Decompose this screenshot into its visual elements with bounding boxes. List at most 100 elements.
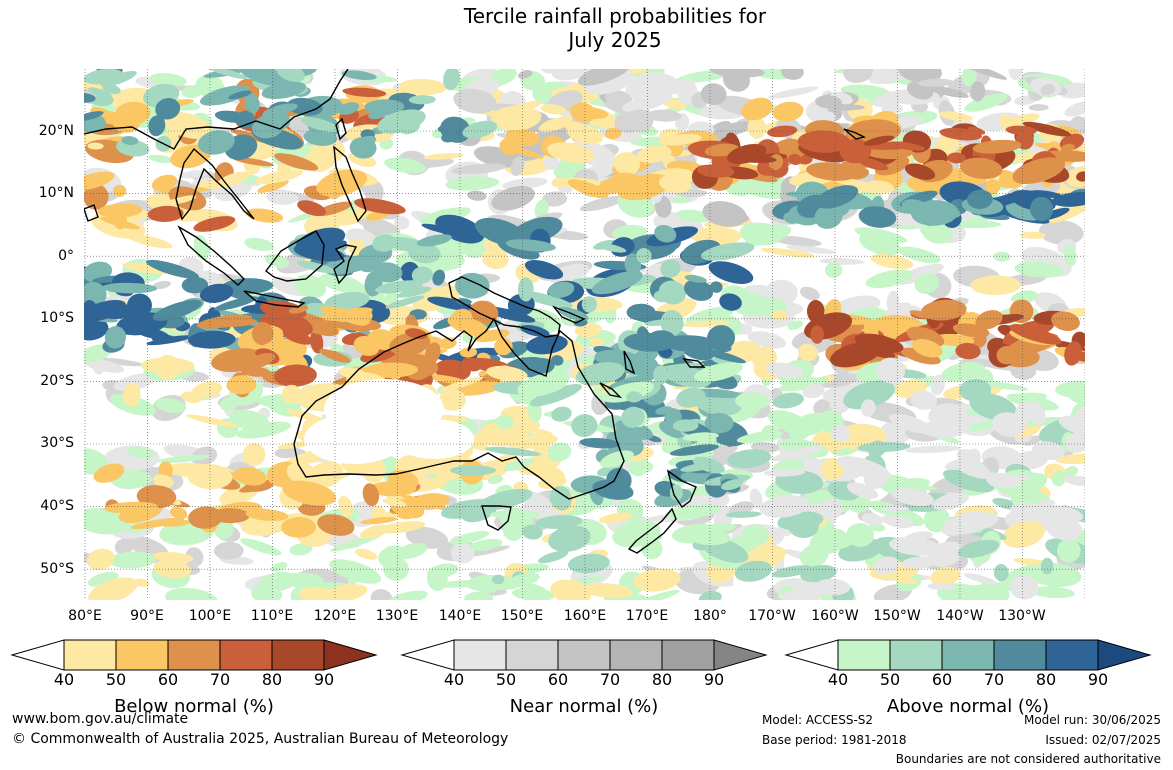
probability-patch — [86, 548, 115, 571]
probability-patch — [1041, 557, 1054, 575]
probability-patch — [821, 498, 843, 519]
probability-patch — [771, 310, 788, 321]
probability-patch — [567, 553, 610, 574]
probability-patch — [959, 69, 1008, 80]
probability-patch — [205, 69, 248, 80]
probability-patch — [130, 517, 184, 529]
cbar-above-tick-80: 80 — [1035, 670, 1057, 689]
probability-patch — [551, 355, 564, 366]
cbar-near-tick-60: 60 — [547, 670, 569, 689]
probability-patch — [606, 467, 632, 493]
probability-patch — [713, 121, 754, 137]
probability-patch — [540, 104, 567, 115]
probability-patch — [510, 156, 525, 176]
probability-patch — [538, 116, 573, 133]
probability-patch — [525, 334, 568, 355]
probability-patch — [240, 69, 291, 87]
probability-patch — [451, 163, 507, 175]
probability-patch — [187, 463, 233, 490]
probability-patch — [487, 475, 504, 485]
coastline-sumatra — [177, 225, 245, 286]
lon-label-120e: 120°E — [313, 608, 357, 624]
probability-patch — [354, 198, 406, 215]
probability-patch — [146, 259, 199, 279]
colorbar-segment — [557, 639, 611, 671]
probability-patch — [441, 132, 457, 143]
cbar-above-tick-90: 90 — [1087, 670, 1109, 689]
probability-patch — [797, 130, 850, 153]
probability-patch — [84, 327, 112, 336]
probability-patch — [799, 286, 820, 301]
probability-patch — [463, 545, 510, 557]
probability-patch — [1038, 219, 1084, 245]
probability-patch — [303, 129, 338, 146]
probability-patch — [216, 171, 249, 188]
probability-patch — [1022, 121, 1072, 137]
probability-patch — [443, 69, 460, 91]
probability-patch — [693, 362, 743, 382]
lon-label-170e: 170°E — [625, 608, 669, 624]
probability-patch — [416, 234, 453, 247]
probability-patch — [337, 102, 360, 115]
probability-patch — [151, 174, 178, 191]
probability-patch — [830, 424, 851, 443]
probability-patch — [244, 237, 274, 251]
probability-patch — [960, 157, 1003, 180]
probability-patch — [310, 330, 324, 354]
probability-patch — [549, 486, 572, 511]
probability-patch — [613, 152, 641, 176]
probability-patch — [1031, 441, 1065, 461]
probability-patch — [216, 318, 257, 327]
probability-patch — [377, 109, 426, 134]
probability-patch — [888, 413, 933, 434]
colorbar-extend-low — [10, 639, 65, 671]
probability-patch — [727, 144, 767, 165]
probability-patch — [213, 541, 244, 560]
probability-patch — [375, 280, 424, 294]
probability-patch — [372, 234, 397, 252]
probability-patch — [459, 347, 478, 358]
probability-patch — [87, 87, 113, 99]
probability-patch — [396, 286, 432, 298]
lat-label-50s: 50°S — [40, 561, 74, 577]
probability-patch — [301, 117, 340, 132]
probability-patch — [243, 352, 276, 370]
probability-patch — [898, 246, 941, 264]
probability-patch — [810, 325, 824, 344]
colorbar-segment — [1045, 639, 1099, 671]
lat-label-30s: 30°S — [40, 435, 74, 451]
copyright-text: © Commonwealth of Australia 2025, Austra… — [12, 731, 509, 747]
probability-patch — [170, 506, 188, 520]
lat-label-0: 0° — [58, 248, 74, 264]
probability-patch — [570, 102, 596, 123]
probability-patch — [397, 511, 415, 520]
probability-patch — [289, 543, 313, 556]
probability-patch — [861, 512, 884, 526]
probability-patch — [1040, 84, 1056, 96]
probability-patch — [324, 240, 347, 252]
probability-patch — [245, 208, 284, 223]
probability-patch — [394, 216, 410, 230]
probability-patch — [941, 510, 990, 536]
probability-patch — [857, 442, 911, 453]
probability-patch — [1055, 380, 1085, 399]
probability-patch — [700, 83, 727, 106]
model-run-text: Model run: 30/06/2025 — [1023, 713, 1161, 727]
model-text: Model: ACCESS-S2 — [762, 713, 874, 727]
probability-patch — [927, 582, 956, 591]
issued-text: Issued: 02/07/2025 — [1045, 733, 1161, 747]
probability-patch — [562, 121, 600, 137]
probability-patch — [244, 93, 260, 114]
probability-patch — [453, 88, 497, 114]
probability-patch — [499, 142, 544, 159]
website-link[interactable]: www.bom.gov.au/climate — [12, 711, 189, 727]
coastline-new-caledonia — [599, 382, 623, 399]
probability-patch — [996, 345, 1018, 365]
probability-patch — [101, 282, 158, 294]
colorbar-segment — [661, 639, 715, 671]
probability-fields — [84, 69, 1085, 600]
probability-patch — [122, 262, 169, 275]
probability-patch — [954, 459, 992, 479]
probability-patch — [921, 299, 967, 321]
probability-patch — [1019, 231, 1046, 239]
